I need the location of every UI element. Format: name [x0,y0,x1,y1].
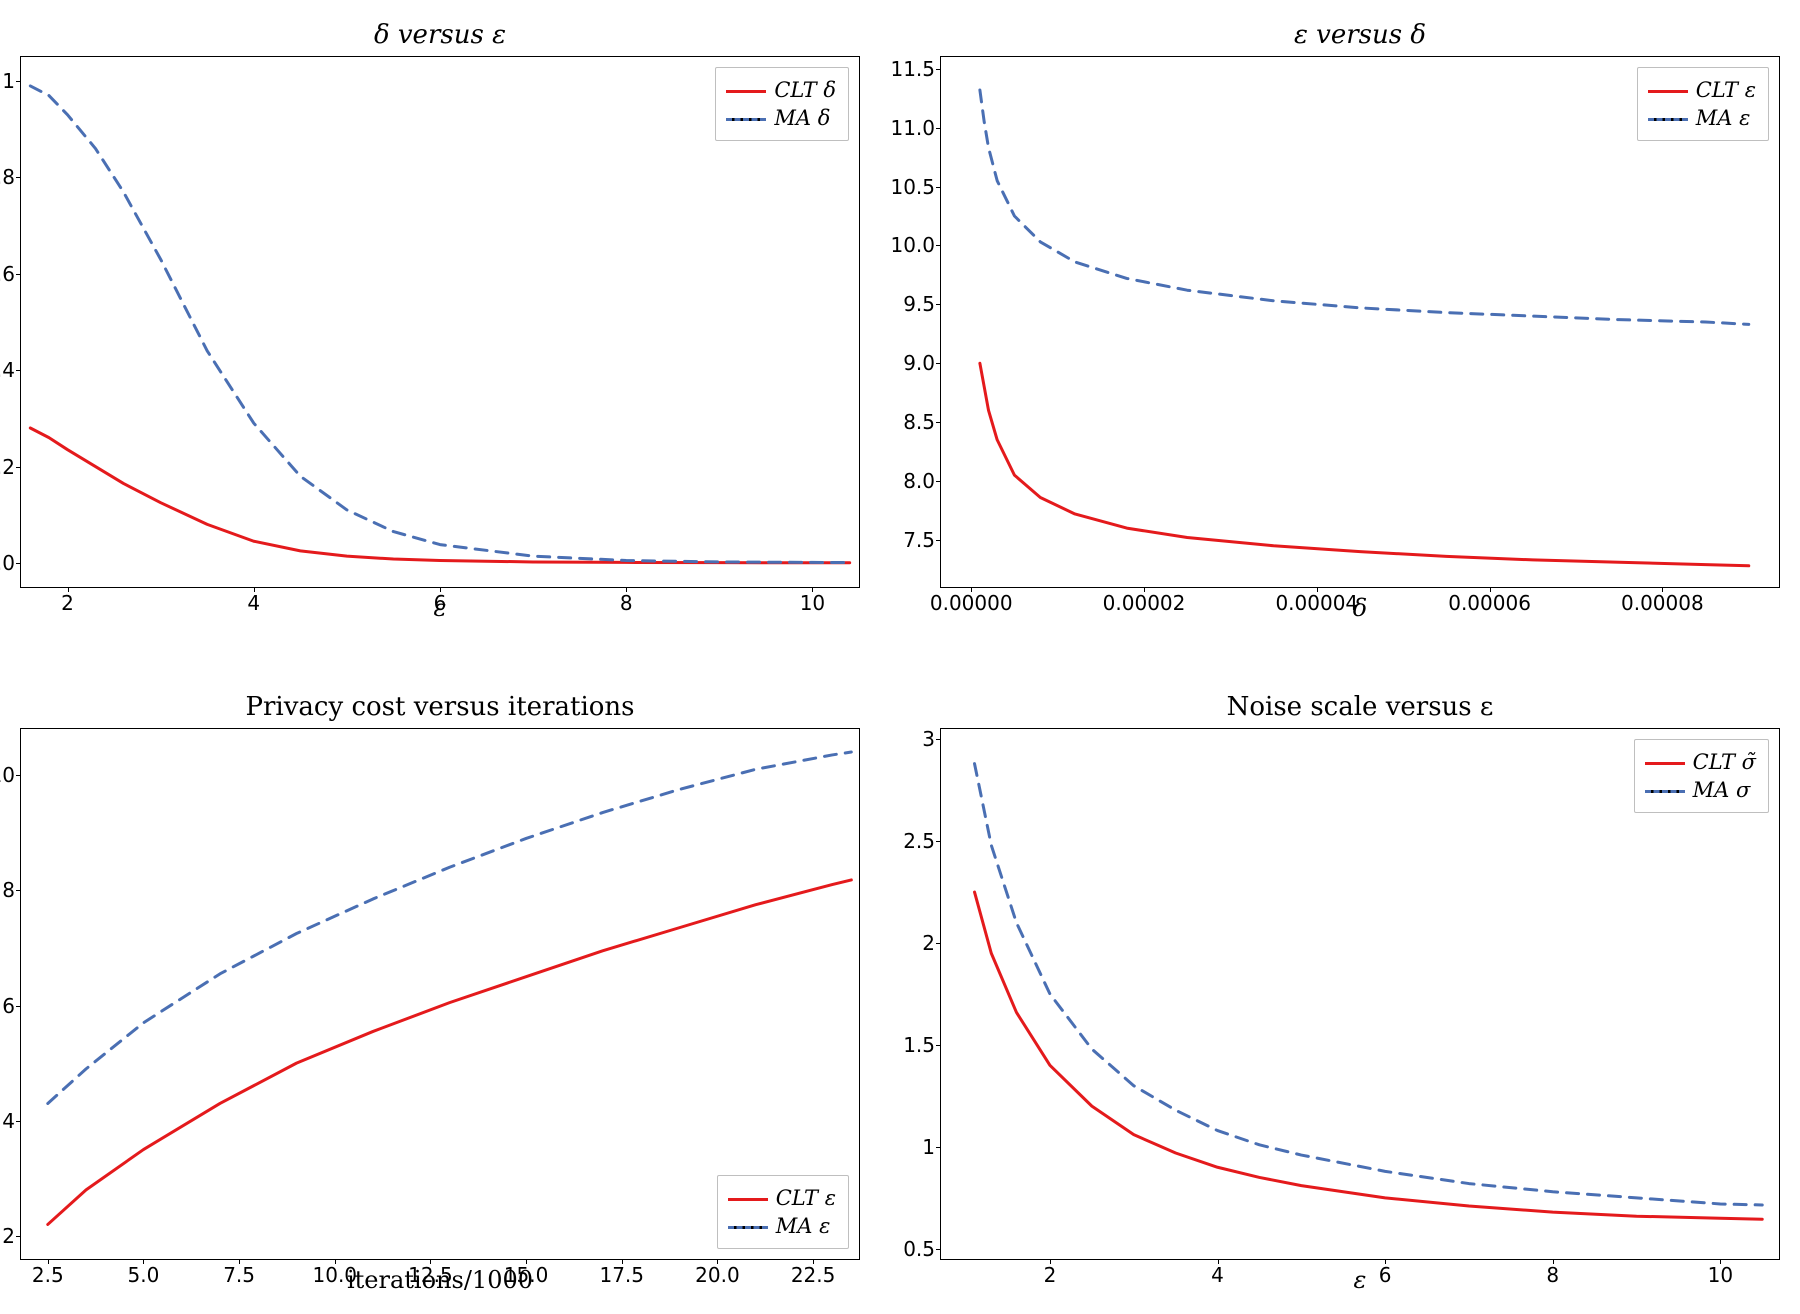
plot-area: 7.58.08.59.09.510.010.511.011.50.000000.… [940,56,1780,588]
panel-bottom-left: Privacy cost versus iterations 2468102.5… [20,692,860,1294]
legend-label: CLT σ̃ [1693,750,1756,774]
panel-title: Noise scale versus ε [940,692,1780,722]
panel-top-right: ε versus δ 7.58.08.59.09.510.010.511.011… [940,20,1780,622]
legend-label: CLT ε [776,1186,836,1210]
plot-area: 0.511.522.53246810CLT σ̃MA σ [940,728,1780,1260]
legend-label: CLT ε [1696,78,1756,102]
plot-area: 0.00.20.40.60.81246810CLT δMA δ [20,56,860,588]
panel-title: δ versus ε [20,20,860,50]
legend: CLT ε MA ε [717,1175,849,1249]
legend: CLT δ MA δ [715,67,849,141]
legend-label: MA δ [774,106,830,130]
panel-bottom-right: Noise scale versus ε 0.511.522.53246810C… [940,692,1780,1294]
legend: CLT ε MA ε [1637,67,1769,141]
panel-title: Privacy cost versus iterations [20,692,860,722]
legend-label: MA ε [1696,106,1751,130]
x-axis-label: ε [940,1266,1780,1294]
legend-label: CLT δ [774,78,836,102]
panel-top-left: δ versus ε 0.00.20.40.60.81246810CLT δMA… [20,20,860,622]
plot-area: 2468102.55.07.510.012.515.017.520.022.5C… [20,728,860,1260]
panel-title: ε versus δ [940,20,1780,50]
legend-label: MA ε [776,1214,831,1238]
legend: CLT σ̃ MA σ [1634,739,1769,813]
legend-label: MA σ [1693,778,1751,802]
figure-grid: δ versus ε 0.00.20.40.60.81246810CLT δMA… [20,20,1780,1294]
